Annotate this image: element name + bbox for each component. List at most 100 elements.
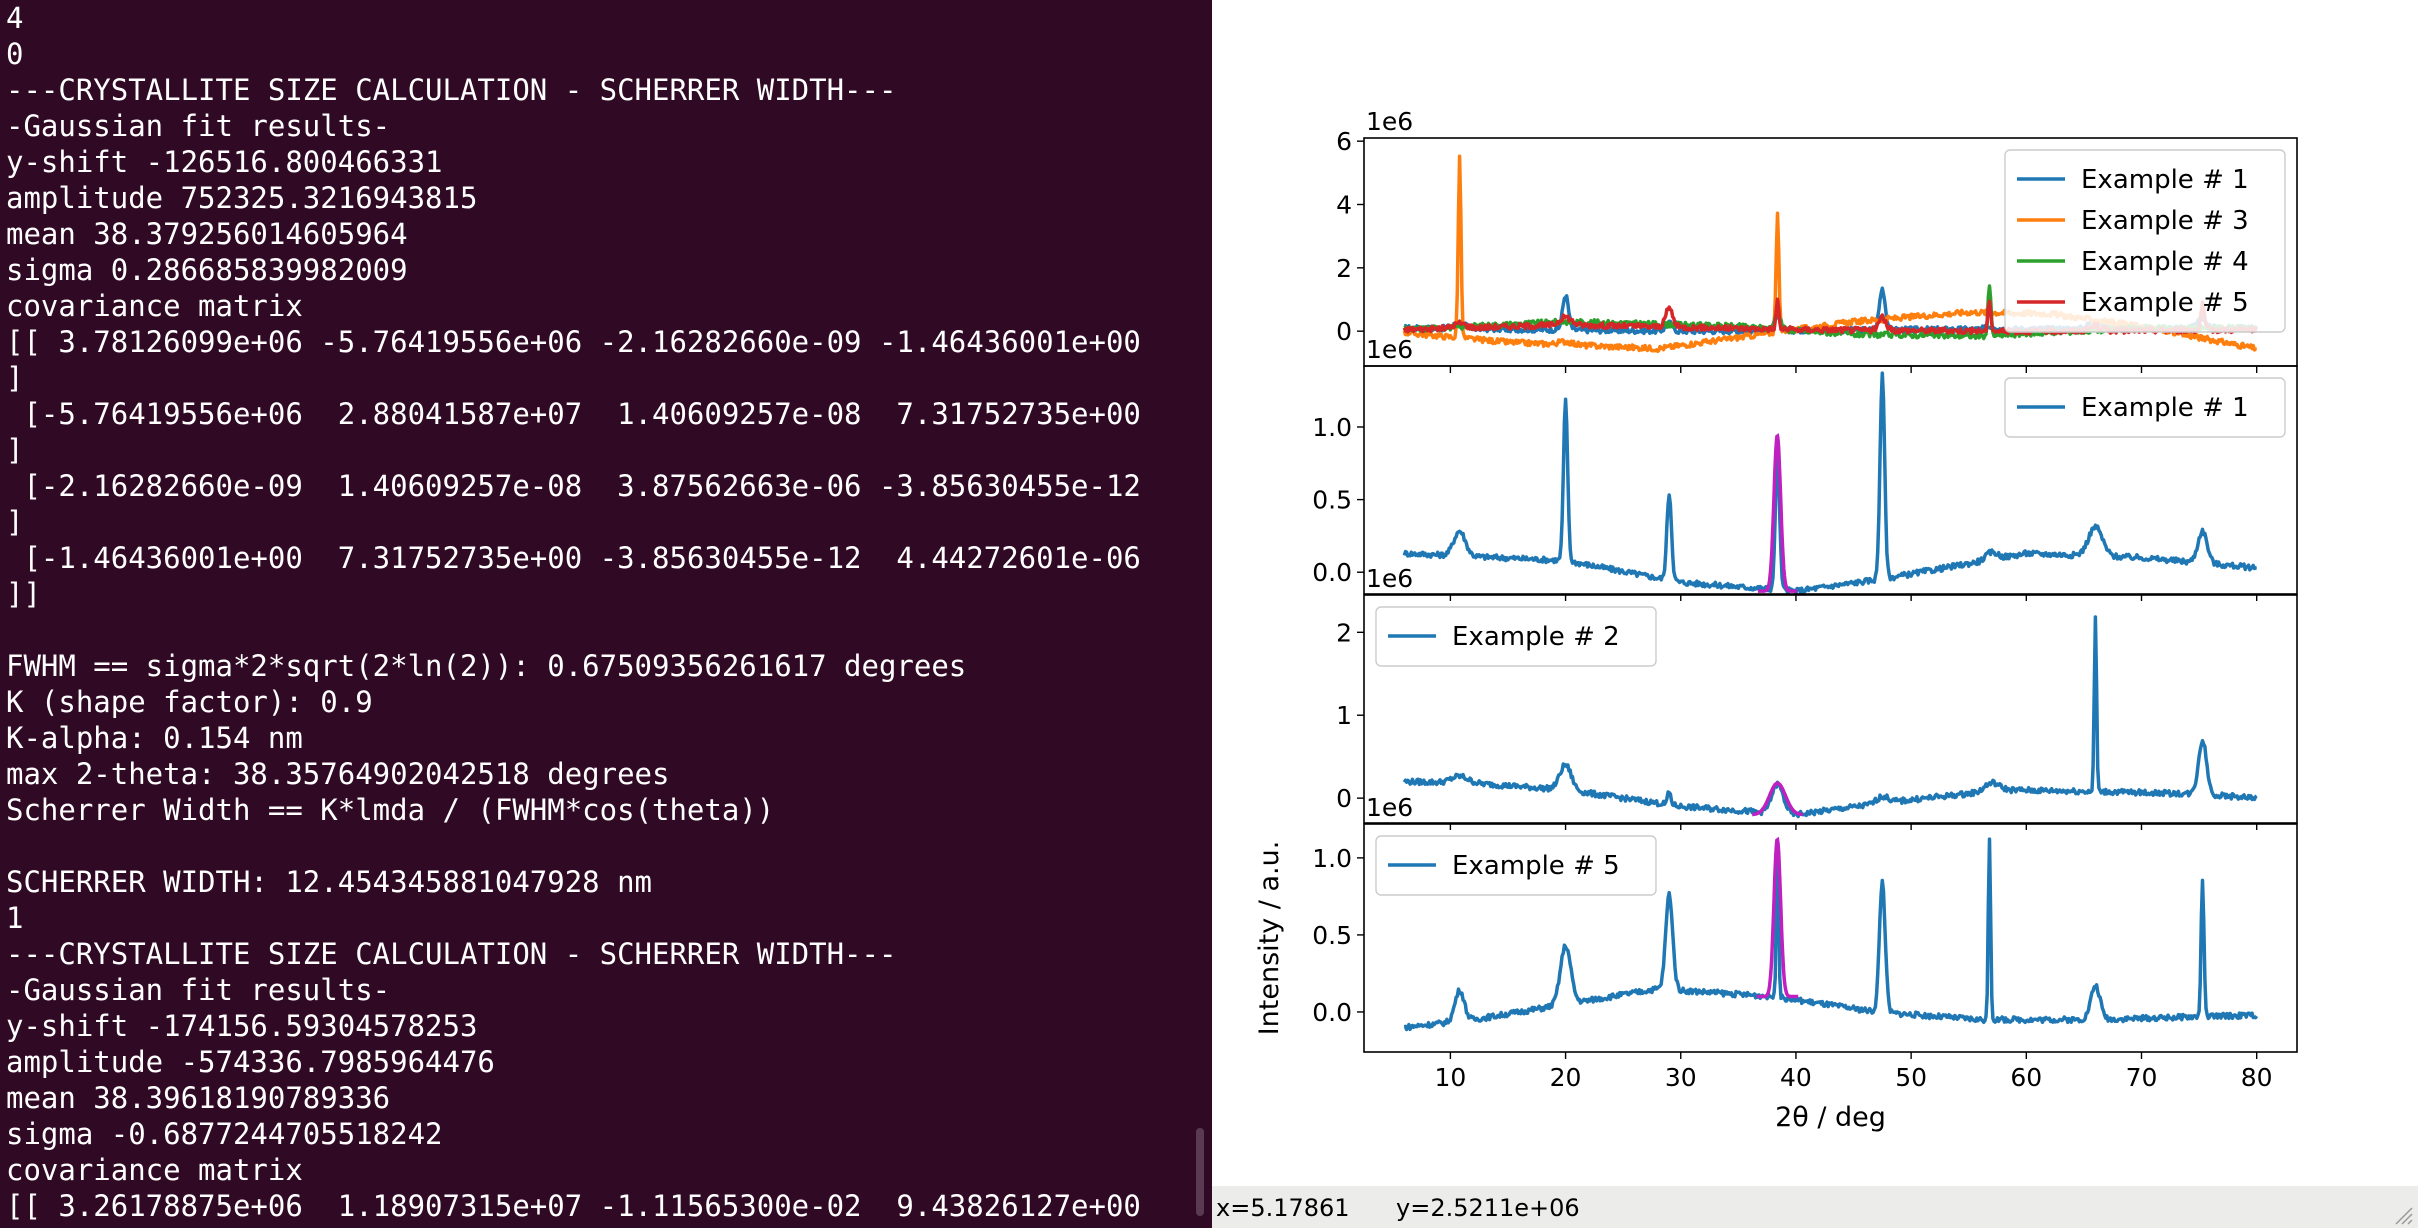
legend-entry-label: Example # 4 bbox=[2081, 247, 2249, 277]
terminal-line: ---CRYSTALLITE SIZE CALCULATION - SCHERR… bbox=[6, 937, 897, 971]
terminal-line: ] bbox=[6, 433, 24, 467]
y-offset-label: 1e6 bbox=[1366, 335, 1413, 364]
y-tick-label: 6 bbox=[1336, 127, 1352, 156]
subplot-1: 0 2 4 6 1e6 Example # 1 Example # 3 Example # 4… bbox=[1336, 107, 2298, 373]
terminal-line: -Gaussian fit results- bbox=[6, 109, 391, 143]
gaussian-fit-line bbox=[1757, 433, 1798, 593]
terminal-line: 0 bbox=[6, 37, 24, 71]
terminal-line: ] bbox=[6, 505, 24, 539]
terminal-line: ] bbox=[6, 361, 24, 395]
cursor-x-readout: x=5.17861 bbox=[1216, 1194, 1350, 1222]
x-tick-label: 30 bbox=[1665, 1063, 1697, 1092]
resize-grip-icon[interactable] bbox=[2390, 1202, 2414, 1226]
axes-frame bbox=[1363, 365, 2298, 595]
series-line-1 bbox=[1402, 371, 2258, 594]
terminal-line: mean 38.379256014605964 bbox=[6, 217, 408, 251]
plot-area bbox=[1402, 615, 2258, 819]
x-tick-label: 60 bbox=[2010, 1063, 2042, 1092]
terminal-output: 4 0 ---CRYSTALLITE SIZE CALCULATION - SCHE… bbox=[0, 0, 1212, 1224]
terminal-line: SCHERRER WIDTH: 12.454345881047928 nm bbox=[6, 865, 653, 899]
y-tick-label: 0.5 bbox=[1312, 921, 1352, 950]
terminal-line bbox=[6, 828, 1212, 864]
y-tick-label: 2 bbox=[1336, 254, 1352, 283]
y-tick-label: 2 bbox=[1336, 618, 1352, 647]
terminal-line: Scherrer Width == K*lmda / (FWHM*cos(the… bbox=[6, 793, 775, 827]
x-tick-label: 50 bbox=[1895, 1063, 1927, 1092]
y-tick-label: 1 bbox=[1336, 701, 1352, 730]
gaussian-fit-line bbox=[1756, 836, 1799, 999]
terminal-line: max 2-theta: 38.35764902042518 degrees bbox=[6, 757, 670, 791]
terminal-line: -Gaussian fit results- bbox=[6, 973, 391, 1007]
legend: Example # 1 bbox=[2004, 377, 2286, 438]
terminal-line: 4 bbox=[6, 1, 24, 35]
subplot-4: 0.0 0.5 1.0 1e6 Example # 5 10 20 30 40 50 60 70 80 2… bbox=[1254, 793, 2298, 1133]
cursor-y-readout: y=2.5211e+06 bbox=[1396, 1194, 1580, 1222]
x-tick-label: 20 bbox=[1550, 1063, 1582, 1092]
y-tick-label: 0 bbox=[1336, 317, 1352, 346]
plot-area bbox=[1402, 371, 2258, 594]
terminal-window[interactable]: 4 0 ---CRYSTALLITE SIZE CALCULATION - SCHE… bbox=[0, 0, 1212, 1228]
terminal-line: covariance matrix bbox=[6, 289, 303, 323]
figure-canvas[interactable]: 0 2 4 6 1e6 Example # 1 Example # 3 Example # 4… bbox=[1212, 0, 2418, 1186]
terminal-line: [[ 3.26178875e+06 1.18907315e+07 -1.1156… bbox=[6, 1189, 1141, 1223]
terminal-line: [[ 3.78126099e+06 -5.76419556e+06 -2.162… bbox=[6, 325, 1141, 359]
terminal-line: mean 38.39618190789336 bbox=[6, 1081, 391, 1115]
figure-statusbar: x=5.17861 y=2.5211e+06 bbox=[1212, 1186, 2418, 1228]
y-axis-label: Intensity / a.u. bbox=[1254, 841, 1285, 1036]
axes-frame bbox=[1363, 594, 2298, 824]
terminal-line: sigma -0.6877244705518242 bbox=[6, 1117, 443, 1151]
legend-box bbox=[2004, 377, 2286, 438]
legend: Example # 2 bbox=[1375, 606, 1657, 667]
plot-area bbox=[1403, 836, 2259, 1032]
y-tick-label: 1.0 bbox=[1312, 413, 1352, 442]
terminal-line: [-5.76419556e+06 2.88041587e+07 1.406092… bbox=[6, 397, 1141, 431]
terminal-line: [-1.46436001e+00 7.31752735e+00 -3.85630… bbox=[6, 541, 1141, 575]
y-tick-label: 0.0 bbox=[1312, 998, 1352, 1027]
legend-entry-label: Example # 5 bbox=[2081, 288, 2249, 318]
terminal-line: y-shift -174156.59304578253 bbox=[6, 1009, 478, 1043]
terminal-line: K-alpha: 0.154 nm bbox=[6, 721, 303, 755]
y-tick-label: 1.0 bbox=[1312, 844, 1352, 873]
y-tick-label: 4 bbox=[1336, 191, 1352, 220]
y-tick-label: 0 bbox=[1336, 784, 1352, 813]
subplot-2: 0.0 0.5 1.0 1e6 Example # 1 bbox=[1312, 335, 2298, 601]
y-tick-label: 0.0 bbox=[1312, 558, 1352, 587]
subplot-3: 0 1 2 1e6 Example # 2 bbox=[1336, 564, 2298, 830]
legend-box bbox=[2004, 149, 2286, 333]
terminal-line: sigma 0.286685839982009 bbox=[6, 253, 408, 287]
series-line-1 bbox=[1403, 837, 2259, 1032]
x-tick-label: 70 bbox=[2126, 1063, 2158, 1092]
terminal-line: y-shift -126516.800466331 bbox=[6, 145, 443, 179]
y-offset-label: 1e6 bbox=[1366, 793, 1413, 822]
legend-box bbox=[1375, 606, 1657, 667]
legend-entry-label: Example # 1 bbox=[2081, 165, 2249, 195]
legend-entry-label: Example # 2 bbox=[1452, 622, 1620, 652]
x-tick-label: 10 bbox=[1434, 1063, 1466, 1092]
terminal-line: 1 bbox=[6, 901, 24, 935]
y-tick-label: 0.5 bbox=[1312, 486, 1352, 515]
x-tick-label: 40 bbox=[1780, 1063, 1812, 1092]
terminal-line: [-2.16282660e-09 1.40609257e-08 3.875626… bbox=[6, 469, 1141, 503]
legend-entry-label: Example # 5 bbox=[1452, 851, 1620, 881]
terminal-line: K (shape factor): 0.9 bbox=[6, 685, 373, 719]
terminal-line: ]] bbox=[6, 577, 41, 611]
series-line-1 bbox=[1402, 615, 2258, 819]
gaussian-fit-line bbox=[1752, 781, 1803, 817]
x-axis-label: 2θ / deg bbox=[1775, 1102, 1886, 1133]
terminal-line: amplitude -574336.7985964476 bbox=[6, 1045, 495, 1079]
matplotlib-figure[interactable]: 0 2 4 6 1e6 Example # 1 Example # 3 Example # 4… bbox=[1212, 0, 2418, 1186]
legend: Example # 1 Example # 3 Example # 4 Example… bbox=[2004, 149, 2286, 333]
y-offset-label: 1e6 bbox=[1366, 107, 1413, 136]
legend: Example # 5 bbox=[1375, 835, 1657, 896]
terminal-line: ---CRYSTALLITE SIZE CALCULATION - SCHERR… bbox=[6, 73, 897, 107]
legend-entry-label: Example # 3 bbox=[2081, 206, 2249, 236]
terminal-line: amplitude 752325.3216943815 bbox=[6, 181, 478, 215]
legend-entry-label: Example # 1 bbox=[2081, 393, 2249, 423]
x-tick-label: 80 bbox=[2241, 1063, 2273, 1092]
terminal-line bbox=[6, 612, 1212, 648]
terminal-scrollbar[interactable] bbox=[1196, 1128, 1204, 1216]
y-offset-label: 1e6 bbox=[1366, 564, 1413, 593]
legend-box bbox=[1375, 835, 1657, 896]
axes-frame bbox=[1363, 823, 2298, 1053]
terminal-line: covariance matrix bbox=[6, 1153, 303, 1187]
